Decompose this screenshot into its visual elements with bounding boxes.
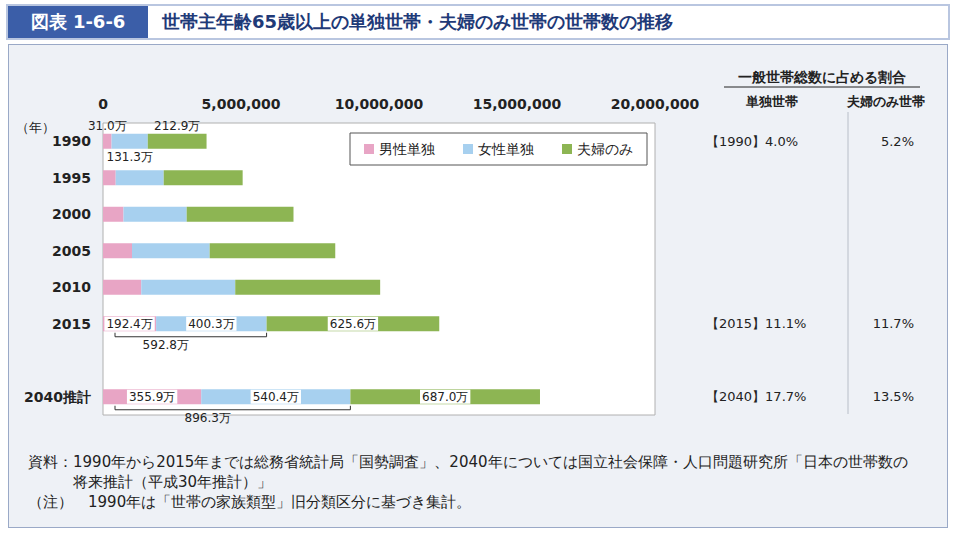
- svg-text:2005: 2005: [52, 243, 91, 259]
- svg-text:31.0万: 31.0万: [88, 119, 127, 133]
- svg-text:625.6万: 625.6万: [330, 317, 376, 331]
- svg-text:20,000,000: 20,000,000: [611, 96, 700, 112]
- svg-text:400.3万: 400.3万: [188, 317, 234, 331]
- svg-text:0: 0: [98, 96, 108, 112]
- svg-text:【1990】4.0%: 【1990】4.0%: [706, 134, 798, 149]
- svg-text:1990: 1990: [52, 133, 91, 149]
- svg-text:13.5%: 13.5%: [873, 389, 914, 404]
- svg-text:10,000,000: 10,000,000: [335, 96, 424, 112]
- svg-text:2010: 2010: [52, 279, 91, 295]
- html-text:世帯主年齢65歳以上の単独世帯・夫婦のみ世帯の世帯数の推移: 世帯主年齢65歳以上の単独世帯・夫婦のみ世帯の世帯数の推移: [162, 11, 674, 32]
- svg-text:1995: 1995: [52, 170, 91, 186]
- svg-text:【2015】11.1%: 【2015】11.1%: [706, 316, 806, 331]
- svg-text:2000: 2000: [52, 206, 91, 222]
- html-text:資料：1990年から2015年までは総務省統計局「国勢調査」: 資料：1990年から2015年までは総務省統計局「国勢調査」、2040年について…: [28, 453, 908, 491]
- svg-text:夫婦のみ: 夫婦のみ: [577, 141, 633, 157]
- svg-text:5,000,000: 5,000,000: [202, 96, 281, 112]
- svg-text:11.7%: 11.7%: [873, 316, 914, 331]
- svg-text:2040推計: 2040推計: [24, 389, 91, 405]
- svg-text:192.4万: 192.4万: [106, 317, 152, 331]
- svg-text:540.4万: 540.4万: [253, 390, 299, 404]
- svg-text:【2040】17.7%: 【2040】17.7%: [706, 389, 806, 404]
- svg-text:687.0万: 687.0万: [422, 390, 468, 404]
- svg-text:男性単独: 男性単独: [379, 141, 435, 157]
- svg-text:212.9万: 212.9万: [154, 119, 200, 133]
- svg-text:355.9万: 355.9万: [129, 390, 175, 404]
- svg-text:（年）: （年）: [16, 120, 55, 135]
- svg-text:一般世帯総数に占める割合: 一般世帯総数に占める割合: [738, 69, 906, 85]
- svg-text:5.2%: 5.2%: [881, 134, 914, 149]
- html-text:図表 1-6-6: 図表 1-6-6: [30, 11, 126, 32]
- svg-text:夫婦のみ世帯: 夫婦のみ世帯: [846, 94, 925, 109]
- svg-text:単独世帯: 単独世帯: [745, 94, 798, 109]
- svg-text:2015: 2015: [52, 316, 91, 332]
- svg-text:592.8万: 592.8万: [143, 338, 189, 352]
- svg-text:131.3万: 131.3万: [106, 150, 152, 164]
- svg-text:896.3万: 896.3万: [185, 411, 231, 425]
- svg-text:女性単独: 女性単独: [478, 141, 534, 157]
- svg-text:15,000,000: 15,000,000: [473, 96, 562, 112]
- html-text:（注） 1990年は「世帯の家族類型」旧分類区分に基づき集計: （注） 1990年は「世帯の家族類型」旧分類区分に基づき集計。: [28, 493, 472, 511]
